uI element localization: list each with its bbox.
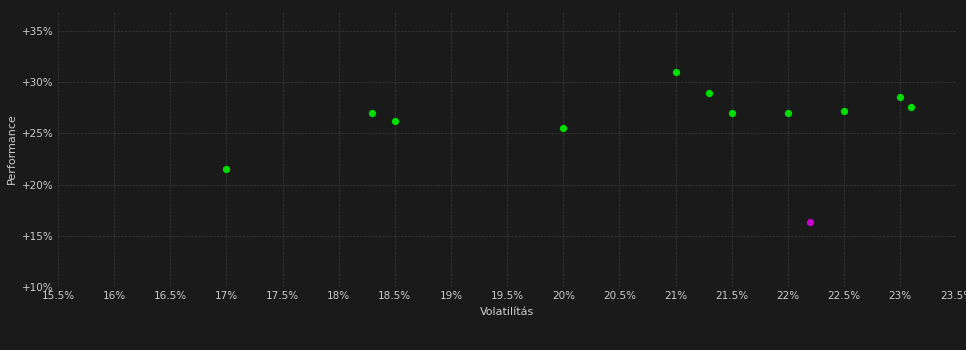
Point xyxy=(803,220,818,225)
X-axis label: Volatilítás: Volatilítás xyxy=(480,307,534,317)
Point xyxy=(837,108,852,114)
Point xyxy=(893,94,908,99)
Y-axis label: Performance: Performance xyxy=(7,113,16,184)
Point xyxy=(668,69,683,75)
Point xyxy=(724,110,740,116)
Point xyxy=(781,110,796,116)
Point xyxy=(904,104,920,110)
Point xyxy=(365,110,381,116)
Point xyxy=(387,118,403,124)
Point xyxy=(218,167,234,172)
Point xyxy=(555,125,571,131)
Point xyxy=(701,91,717,96)
